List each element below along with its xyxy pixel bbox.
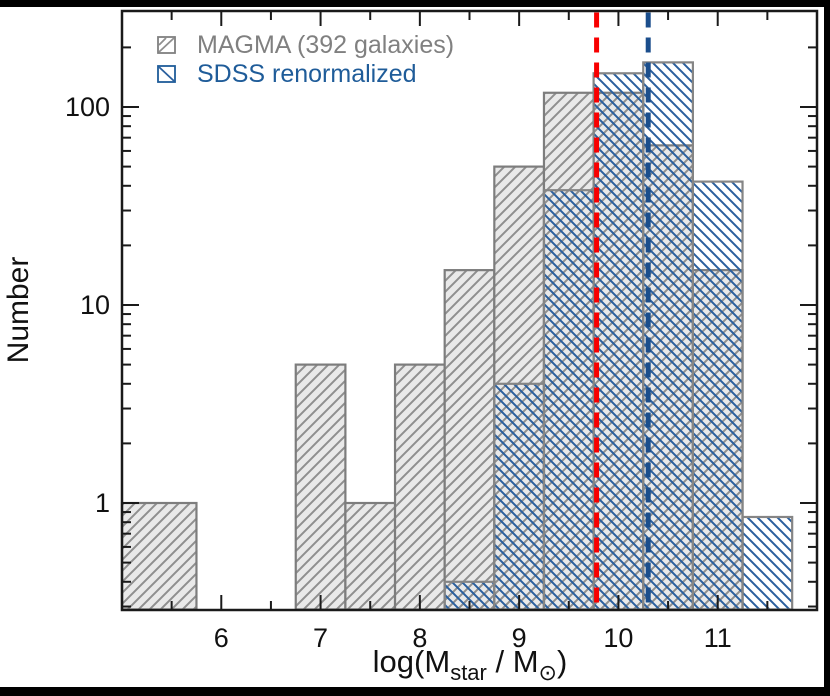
bar-sdss — [542, 189, 595, 611]
magma-swatch-hatch-lines-icon — [158, 37, 175, 53]
legend-label-magma: MAGMA (392 galaxies) — [197, 31, 454, 59]
axis-ticks — [123, 12, 816, 609]
x-tick-label: 10 — [603, 623, 633, 653]
legend-label-sdss: SDSS renormalized — [197, 60, 417, 88]
y-tick-label: 100 — [65, 92, 110, 122]
x-title-sub-star: star — [450, 660, 487, 685]
x-tick-label: 8 — [412, 623, 427, 653]
y-tick-label: 1 — [95, 488, 110, 518]
x-tick-label: 9 — [512, 623, 527, 653]
bar-magma — [344, 501, 397, 611]
x-title-suffix: ) — [557, 644, 567, 679]
x-axis-title: log(Mstar / M⊙) — [373, 644, 568, 685]
plot-frame — [120, 9, 819, 612]
x-title-prefix: log(M — [373, 644, 451, 679]
x-tick-label: 11 — [704, 623, 732, 653]
sun-symbol-icon: ⊙ — [539, 660, 557, 685]
y-tick-label: 10 — [80, 290, 110, 320]
sdss-histogram-bars — [443, 61, 794, 611]
bar-sdss — [592, 72, 645, 611]
x-tick-label: 7 — [313, 623, 328, 653]
x-title-mid: / M — [487, 644, 539, 679]
y-axis-title: Number — [2, 257, 35, 364]
bar-magma — [393, 363, 446, 611]
legend-item-sdss: SDSS renormalized — [157, 60, 417, 88]
bar-sdss — [741, 515, 794, 611]
sdss-swatch-hatch-line-icon — [158, 66, 175, 82]
bar-magma — [294, 363, 347, 611]
x-tick-label: 6 — [214, 623, 229, 653]
bar-magma — [120, 501, 198, 611]
bar-magma — [443, 269, 496, 611]
bar-sdss — [691, 180, 744, 611]
legend-item-magma: MAGMA (392 galaxies) — [157, 31, 454, 59]
bar-sdss — [493, 382, 546, 611]
legend: MAGMA (392 galaxies) SDSS renormalized — [157, 31, 454, 88]
